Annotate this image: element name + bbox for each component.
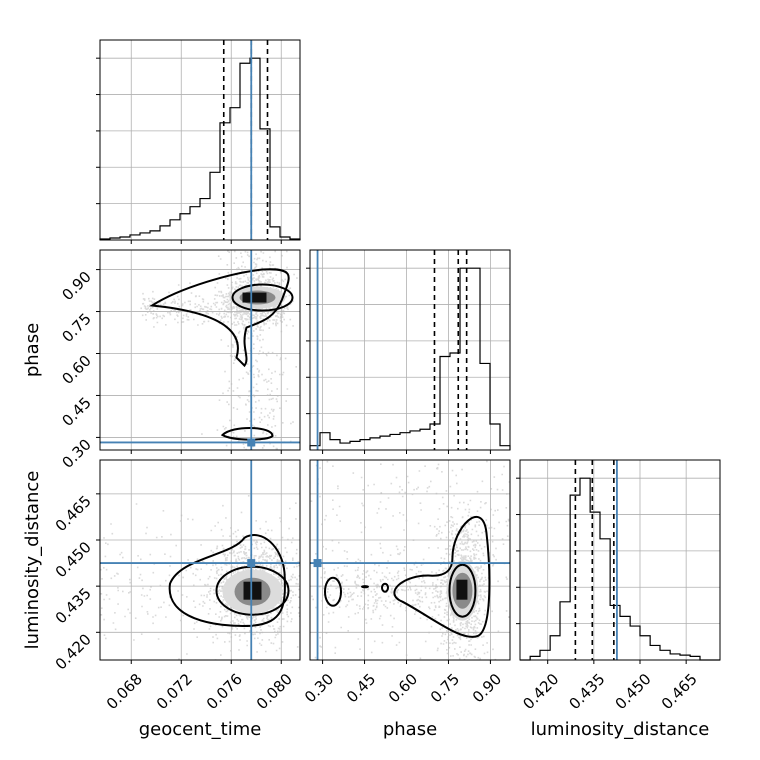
contour-low-island <box>220 427 274 441</box>
scatter-points <box>100 495 300 660</box>
y-tick-label-phase: 0.45 <box>58 394 94 430</box>
panel-frame <box>309 459 511 661</box>
y-tick-label-phase: 0.30 <box>58 436 94 472</box>
truth-layer <box>100 40 618 660</box>
contour-outer <box>168 534 286 627</box>
grid-layer <box>100 40 720 660</box>
histogram-geocent_time <box>99 57 301 240</box>
y-tick-label-phase: 0.75 <box>58 310 94 346</box>
truth-marker <box>313 559 322 568</box>
contour-small-island <box>381 582 389 593</box>
x-tick-label-geocent_time: 0.080 <box>253 670 296 713</box>
y-axis-label-phase: phase <box>22 323 43 377</box>
scatter-layer <box>100 250 510 660</box>
x-tick-label-luminosity_distance: 0.465 <box>658 670 701 713</box>
histogram-layer <box>99 40 720 661</box>
x-tick-label-luminosity_distance: 0.435 <box>565 670 608 713</box>
density-peak <box>456 579 468 600</box>
x-axis-label-phase: phase <box>383 719 437 740</box>
y-tick-label-phase: 0.90 <box>58 268 94 304</box>
y-axis-label-luminosity_distance: luminosity_distance <box>22 471 43 650</box>
x-tick-label-luminosity_distance: 0.450 <box>612 670 655 713</box>
x-tick-label-phase: 0.90 <box>469 670 505 706</box>
scatter-cloud <box>310 460 510 660</box>
contour-outer <box>149 268 290 368</box>
truth-marker <box>247 438 256 447</box>
x-tick-label-geocent_time: 0.072 <box>153 670 196 713</box>
x-tick-label-phase: 0.75 <box>427 670 463 706</box>
contour-inner <box>231 283 294 312</box>
density-peak <box>243 581 262 600</box>
x-tick-label-luminosity_distance: 0.420 <box>519 670 562 713</box>
histogram-luminosity_distance <box>520 477 720 661</box>
x-tick-label-geocent_time: 0.076 <box>203 670 246 713</box>
density-peak <box>242 292 267 303</box>
scatter-cloud <box>100 495 300 660</box>
panel-frame <box>99 459 301 661</box>
panel-frame <box>99 39 301 241</box>
scatter-points <box>310 460 510 660</box>
x-axis-label-geocent_time: geocent_time <box>139 719 262 740</box>
x-axis-label-luminosity_distance: luminosity_distance <box>531 719 710 740</box>
contour-small-island <box>361 585 369 589</box>
panel-frame <box>519 459 721 661</box>
x-tick-label-phase: 0.45 <box>343 670 379 706</box>
truth-marker <box>247 559 256 568</box>
y-tick-label-luminosity_distance: 0.435 <box>52 584 95 627</box>
histogram-phase <box>309 267 511 450</box>
y-tick-label-luminosity_distance: 0.450 <box>52 538 95 581</box>
scatter-cloud <box>140 250 300 450</box>
scatter-points <box>140 250 300 450</box>
panel-frame <box>309 249 511 451</box>
x-tick-label-phase: 0.30 <box>301 670 337 706</box>
y-tick-label-phase: 0.60 <box>58 352 94 388</box>
panel-frame <box>99 249 301 451</box>
frame-layer <box>96 39 721 664</box>
contour-inner <box>448 563 477 618</box>
y-tick-label-luminosity_distance: 0.420 <box>52 630 95 673</box>
contour-outer <box>393 516 491 638</box>
x-tick-label-geocent_time: 0.068 <box>103 670 146 713</box>
contour-left-island <box>324 576 342 607</box>
x-tick-label-phase: 0.60 <box>385 670 421 706</box>
y-tick-label-luminosity_distance: 0.465 <box>52 492 95 535</box>
